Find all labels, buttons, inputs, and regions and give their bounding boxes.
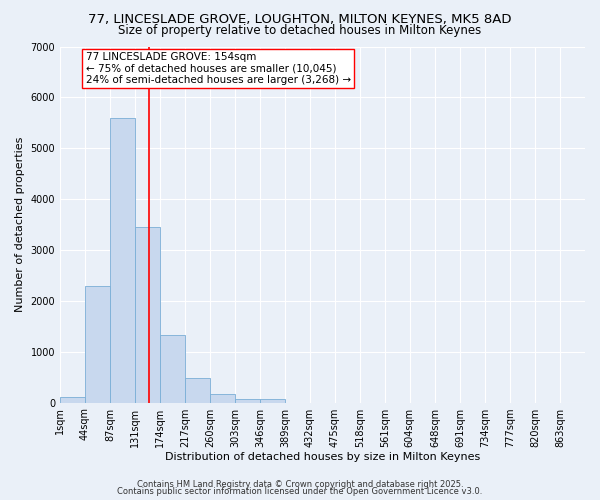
Bar	[210, 394, 235, 402]
Text: Size of property relative to detached houses in Milton Keynes: Size of property relative to detached ho…	[118, 24, 482, 37]
Bar	[85, 286, 110, 403]
Bar	[60, 398, 85, 402]
Text: Contains public sector information licensed under the Open Government Licence v3: Contains public sector information licen…	[118, 487, 482, 496]
Bar	[160, 336, 185, 402]
X-axis label: Distribution of detached houses by size in Milton Keynes: Distribution of detached houses by size …	[165, 452, 480, 462]
Text: 77, LINCESLADE GROVE, LOUGHTON, MILTON KEYNES, MK5 8AD: 77, LINCESLADE GROVE, LOUGHTON, MILTON K…	[88, 12, 512, 26]
Y-axis label: Number of detached properties: Number of detached properties	[15, 137, 25, 312]
Bar	[136, 227, 160, 402]
Text: 77 LINCESLADE GROVE: 154sqm
← 75% of detached houses are smaller (10,045)
24% of: 77 LINCESLADE GROVE: 154sqm ← 75% of det…	[86, 52, 350, 85]
Bar	[110, 118, 135, 403]
Text: Contains HM Land Registry data © Crown copyright and database right 2025.: Contains HM Land Registry data © Crown c…	[137, 480, 463, 489]
Bar	[235, 398, 260, 402]
Bar	[260, 398, 285, 402]
Bar	[185, 378, 210, 402]
